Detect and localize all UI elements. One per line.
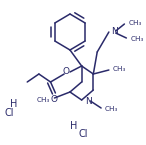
Text: O: O bbox=[63, 68, 70, 77]
Text: Cl: Cl bbox=[5, 108, 14, 118]
Text: CH₃: CH₃ bbox=[130, 36, 144, 42]
Text: CH₃: CH₃ bbox=[113, 66, 126, 72]
Text: N: N bbox=[86, 97, 92, 106]
Text: Cl: Cl bbox=[79, 129, 88, 139]
Text: H: H bbox=[70, 121, 78, 131]
Text: CH₃: CH₃ bbox=[128, 20, 142, 26]
Text: CH₃: CH₃ bbox=[105, 106, 118, 112]
Text: CH₃: CH₃ bbox=[36, 97, 50, 103]
Text: N: N bbox=[111, 28, 118, 37]
Text: H: H bbox=[10, 99, 17, 109]
Text: O: O bbox=[51, 95, 58, 104]
